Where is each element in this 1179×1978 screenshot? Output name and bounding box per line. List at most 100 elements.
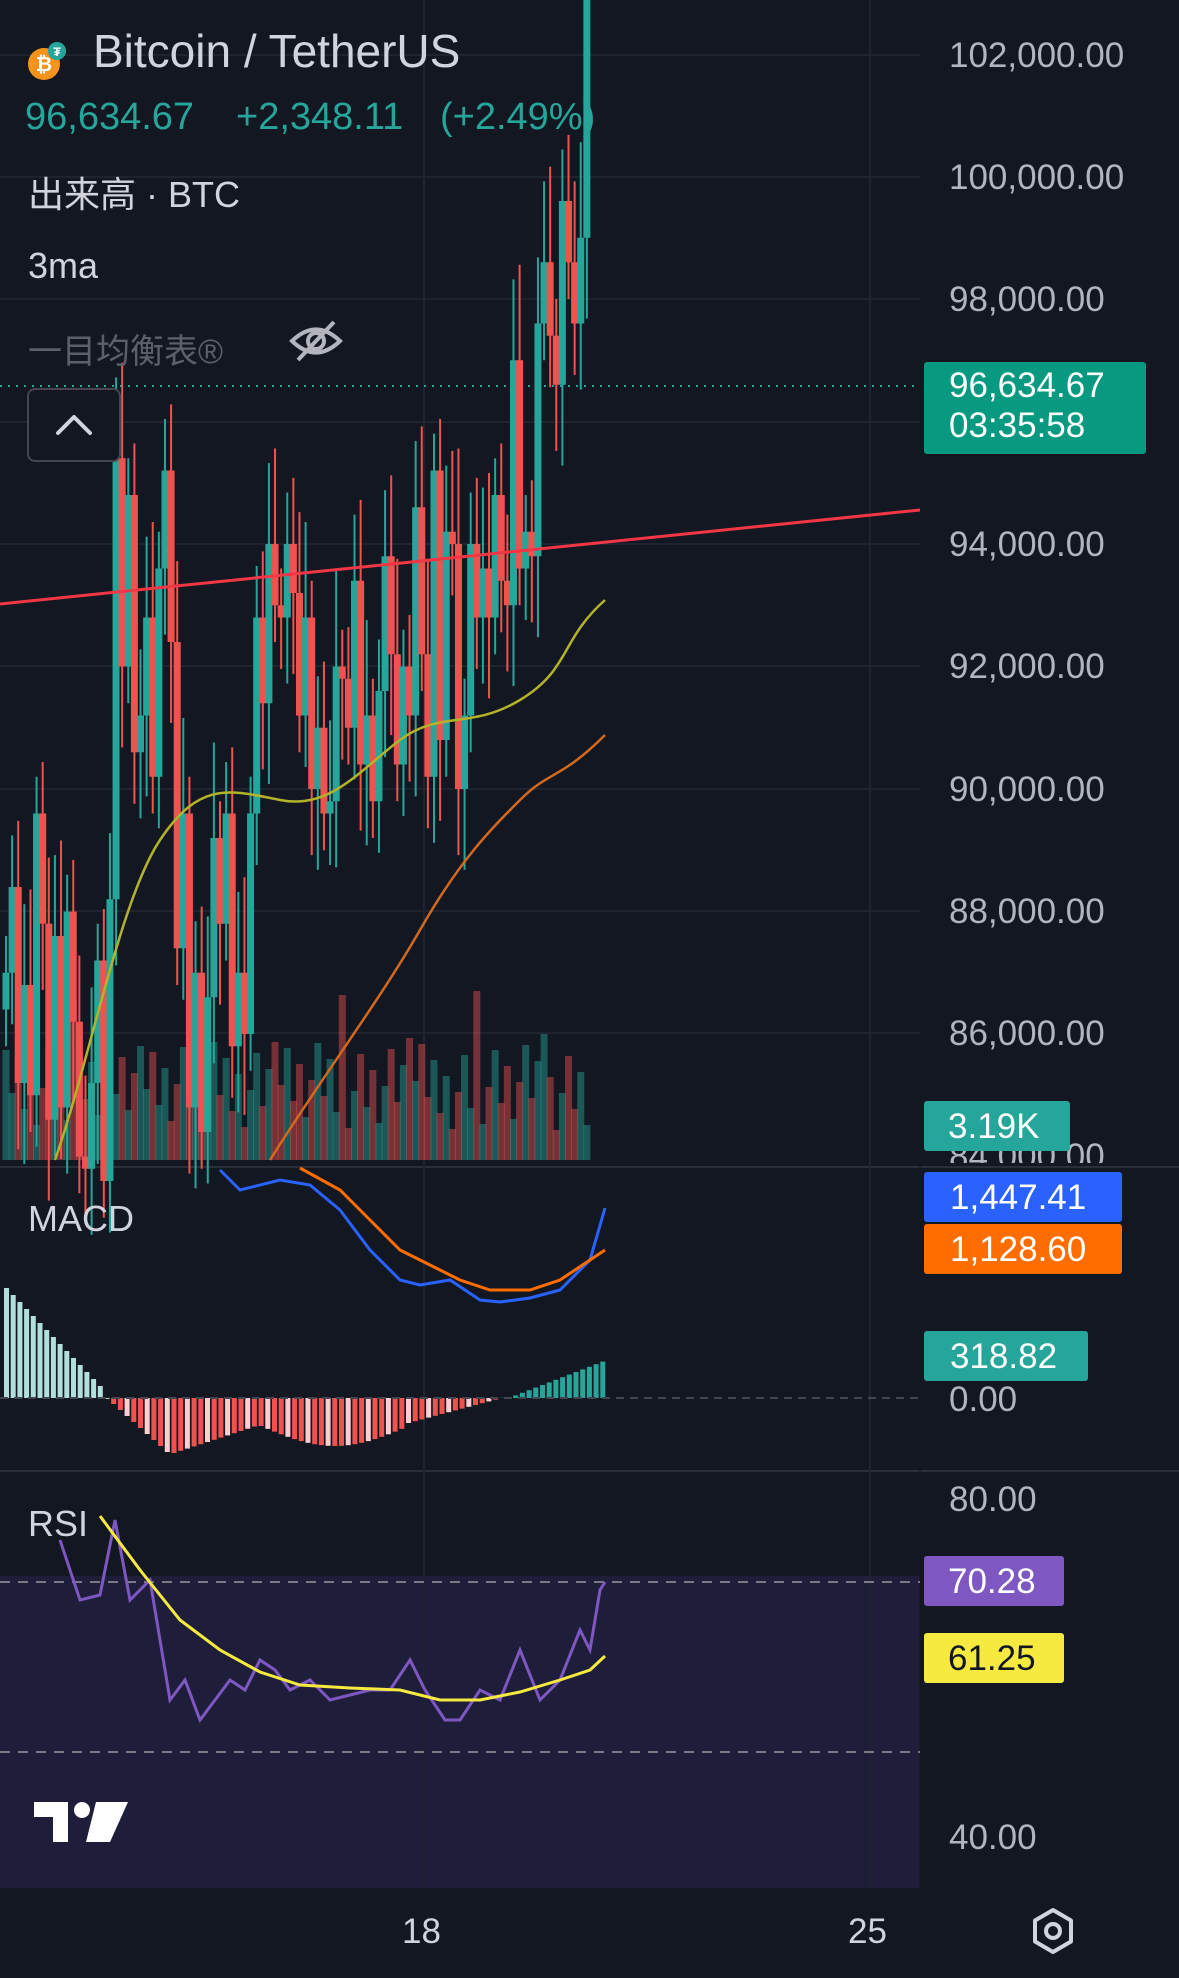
macd-histogram-bar xyxy=(486,1398,492,1402)
candle-body xyxy=(283,544,291,618)
candle-body xyxy=(20,985,28,1083)
candle-body xyxy=(516,360,524,569)
macd-histogram-bar xyxy=(231,1398,237,1434)
macd-histogram-bar xyxy=(546,1382,552,1398)
volume-bar xyxy=(51,1104,59,1160)
volume-bar xyxy=(45,1051,53,1160)
candle-body xyxy=(302,617,310,716)
macd-histogram-bar xyxy=(64,1351,70,1398)
volume-bar xyxy=(179,1047,187,1160)
macd-histogram-bar xyxy=(332,1398,338,1446)
volume-bar xyxy=(577,1072,585,1160)
macd-histogram-bar xyxy=(124,1398,130,1416)
signal-value-tag: 1,128.60 xyxy=(924,1224,1122,1274)
macd-histogram-bar xyxy=(50,1337,56,1398)
price-change: +2,348.11 xyxy=(236,96,404,138)
volume-bar xyxy=(161,1068,169,1160)
volume-bar xyxy=(454,1092,462,1160)
volume-bar xyxy=(497,1103,505,1160)
macd-histogram-bar xyxy=(158,1398,164,1446)
rsi-indicator-label[interactable]: RSI xyxy=(28,1503,89,1544)
volume-bar xyxy=(338,995,346,1160)
candle-body xyxy=(51,936,59,1120)
candle-body xyxy=(277,605,285,618)
candle-body xyxy=(295,593,303,716)
macd-histogram-bar xyxy=(30,1316,36,1398)
tradingview-logo[interactable] xyxy=(34,1798,130,1848)
macd-histogram-bar xyxy=(37,1323,43,1398)
macd-histogram-bar xyxy=(473,1398,478,1405)
candle-body xyxy=(173,642,181,949)
macd-histogram-bar xyxy=(580,1369,586,1398)
candle-body xyxy=(192,972,200,1108)
volume-bar xyxy=(69,1003,77,1160)
rsi-value-tag: 70.28 xyxy=(924,1556,1064,1606)
volume-bar xyxy=(14,1056,22,1160)
macd-histogram-bar xyxy=(553,1379,559,1398)
candle-body xyxy=(552,335,560,385)
candle-body xyxy=(357,580,365,765)
volume-bar xyxy=(271,1042,279,1160)
volume-indicator-label[interactable]: 出来高 · BTC xyxy=(28,174,240,215)
candle-body xyxy=(467,544,475,716)
volume-bar xyxy=(277,1085,285,1160)
settings-icon[interactable] xyxy=(1028,1906,1078,1956)
volume-bar xyxy=(118,1057,126,1160)
price-tick: 100,000.00 xyxy=(949,158,1125,197)
eye-off-icon[interactable] xyxy=(286,316,346,366)
price-tick: 92,000.00 xyxy=(949,647,1105,686)
candle-body xyxy=(454,544,462,789)
volume-bar xyxy=(149,1052,157,1160)
ichimoku-indicator-label[interactable]: 一目均衡表® xyxy=(28,333,224,371)
price-tick: 94,000.00 xyxy=(949,525,1105,564)
ma-indicator-label[interactable]: 3ma xyxy=(28,245,99,286)
symbol-title[interactable]: Bitcoin / TetherUS xyxy=(93,25,461,77)
trend-line xyxy=(0,508,921,606)
volume-bar xyxy=(479,1124,487,1160)
macd-histogram-bar xyxy=(379,1398,385,1437)
volume-bar xyxy=(509,1119,517,1160)
candle-body xyxy=(234,972,242,1047)
svg-text:₮: ₮ xyxy=(53,45,61,59)
macd-histogram-bar xyxy=(44,1330,50,1398)
macd-histogram-bar xyxy=(593,1364,599,1398)
collapse-legend-button[interactable] xyxy=(27,388,121,462)
candle-body xyxy=(130,495,138,753)
macd-histogram-bar xyxy=(184,1398,190,1449)
candle-body xyxy=(503,580,511,606)
macd-zero-tick: 0.00 xyxy=(949,1380,1018,1419)
volume-bar xyxy=(75,1046,83,1160)
candle-body xyxy=(399,666,407,765)
candle-body xyxy=(112,458,120,900)
candle-body xyxy=(479,568,487,618)
volume-bar xyxy=(387,1049,395,1160)
volume-bar xyxy=(430,1060,438,1160)
volume-bar xyxy=(308,1080,316,1160)
candle-body xyxy=(540,262,548,324)
rsi-ma-value: 61.25 xyxy=(948,1639,1036,1678)
candle-body xyxy=(69,911,77,1022)
volume-bar xyxy=(369,1070,377,1160)
candle-body xyxy=(314,727,322,789)
candle-body xyxy=(571,262,579,324)
macd-line xyxy=(218,1168,607,1304)
bitcoin-coin-icon: ₿ ₮ xyxy=(26,42,66,82)
macd-indicator-label[interactable]: MACD xyxy=(28,1198,134,1239)
volume-bar xyxy=(26,1072,34,1160)
volume-bar xyxy=(106,1041,114,1160)
candle-body xyxy=(491,495,499,618)
macd-histogram-bar xyxy=(191,1398,197,1447)
current-price-tag: 96,634.67 03:35:58 xyxy=(924,362,1146,454)
rsi-ma-line xyxy=(98,1515,607,1702)
volume-bar xyxy=(320,1096,328,1160)
macd-histogram-bar xyxy=(258,1398,264,1426)
candle-body xyxy=(198,972,206,1132)
macd-histogram-bar xyxy=(57,1344,63,1398)
volume-bar xyxy=(424,1097,432,1160)
volume-bar xyxy=(351,1091,359,1160)
volume-bar xyxy=(302,1117,310,1160)
price-change-percent: (+2.49%) xyxy=(440,96,596,138)
candle-body xyxy=(320,727,328,814)
